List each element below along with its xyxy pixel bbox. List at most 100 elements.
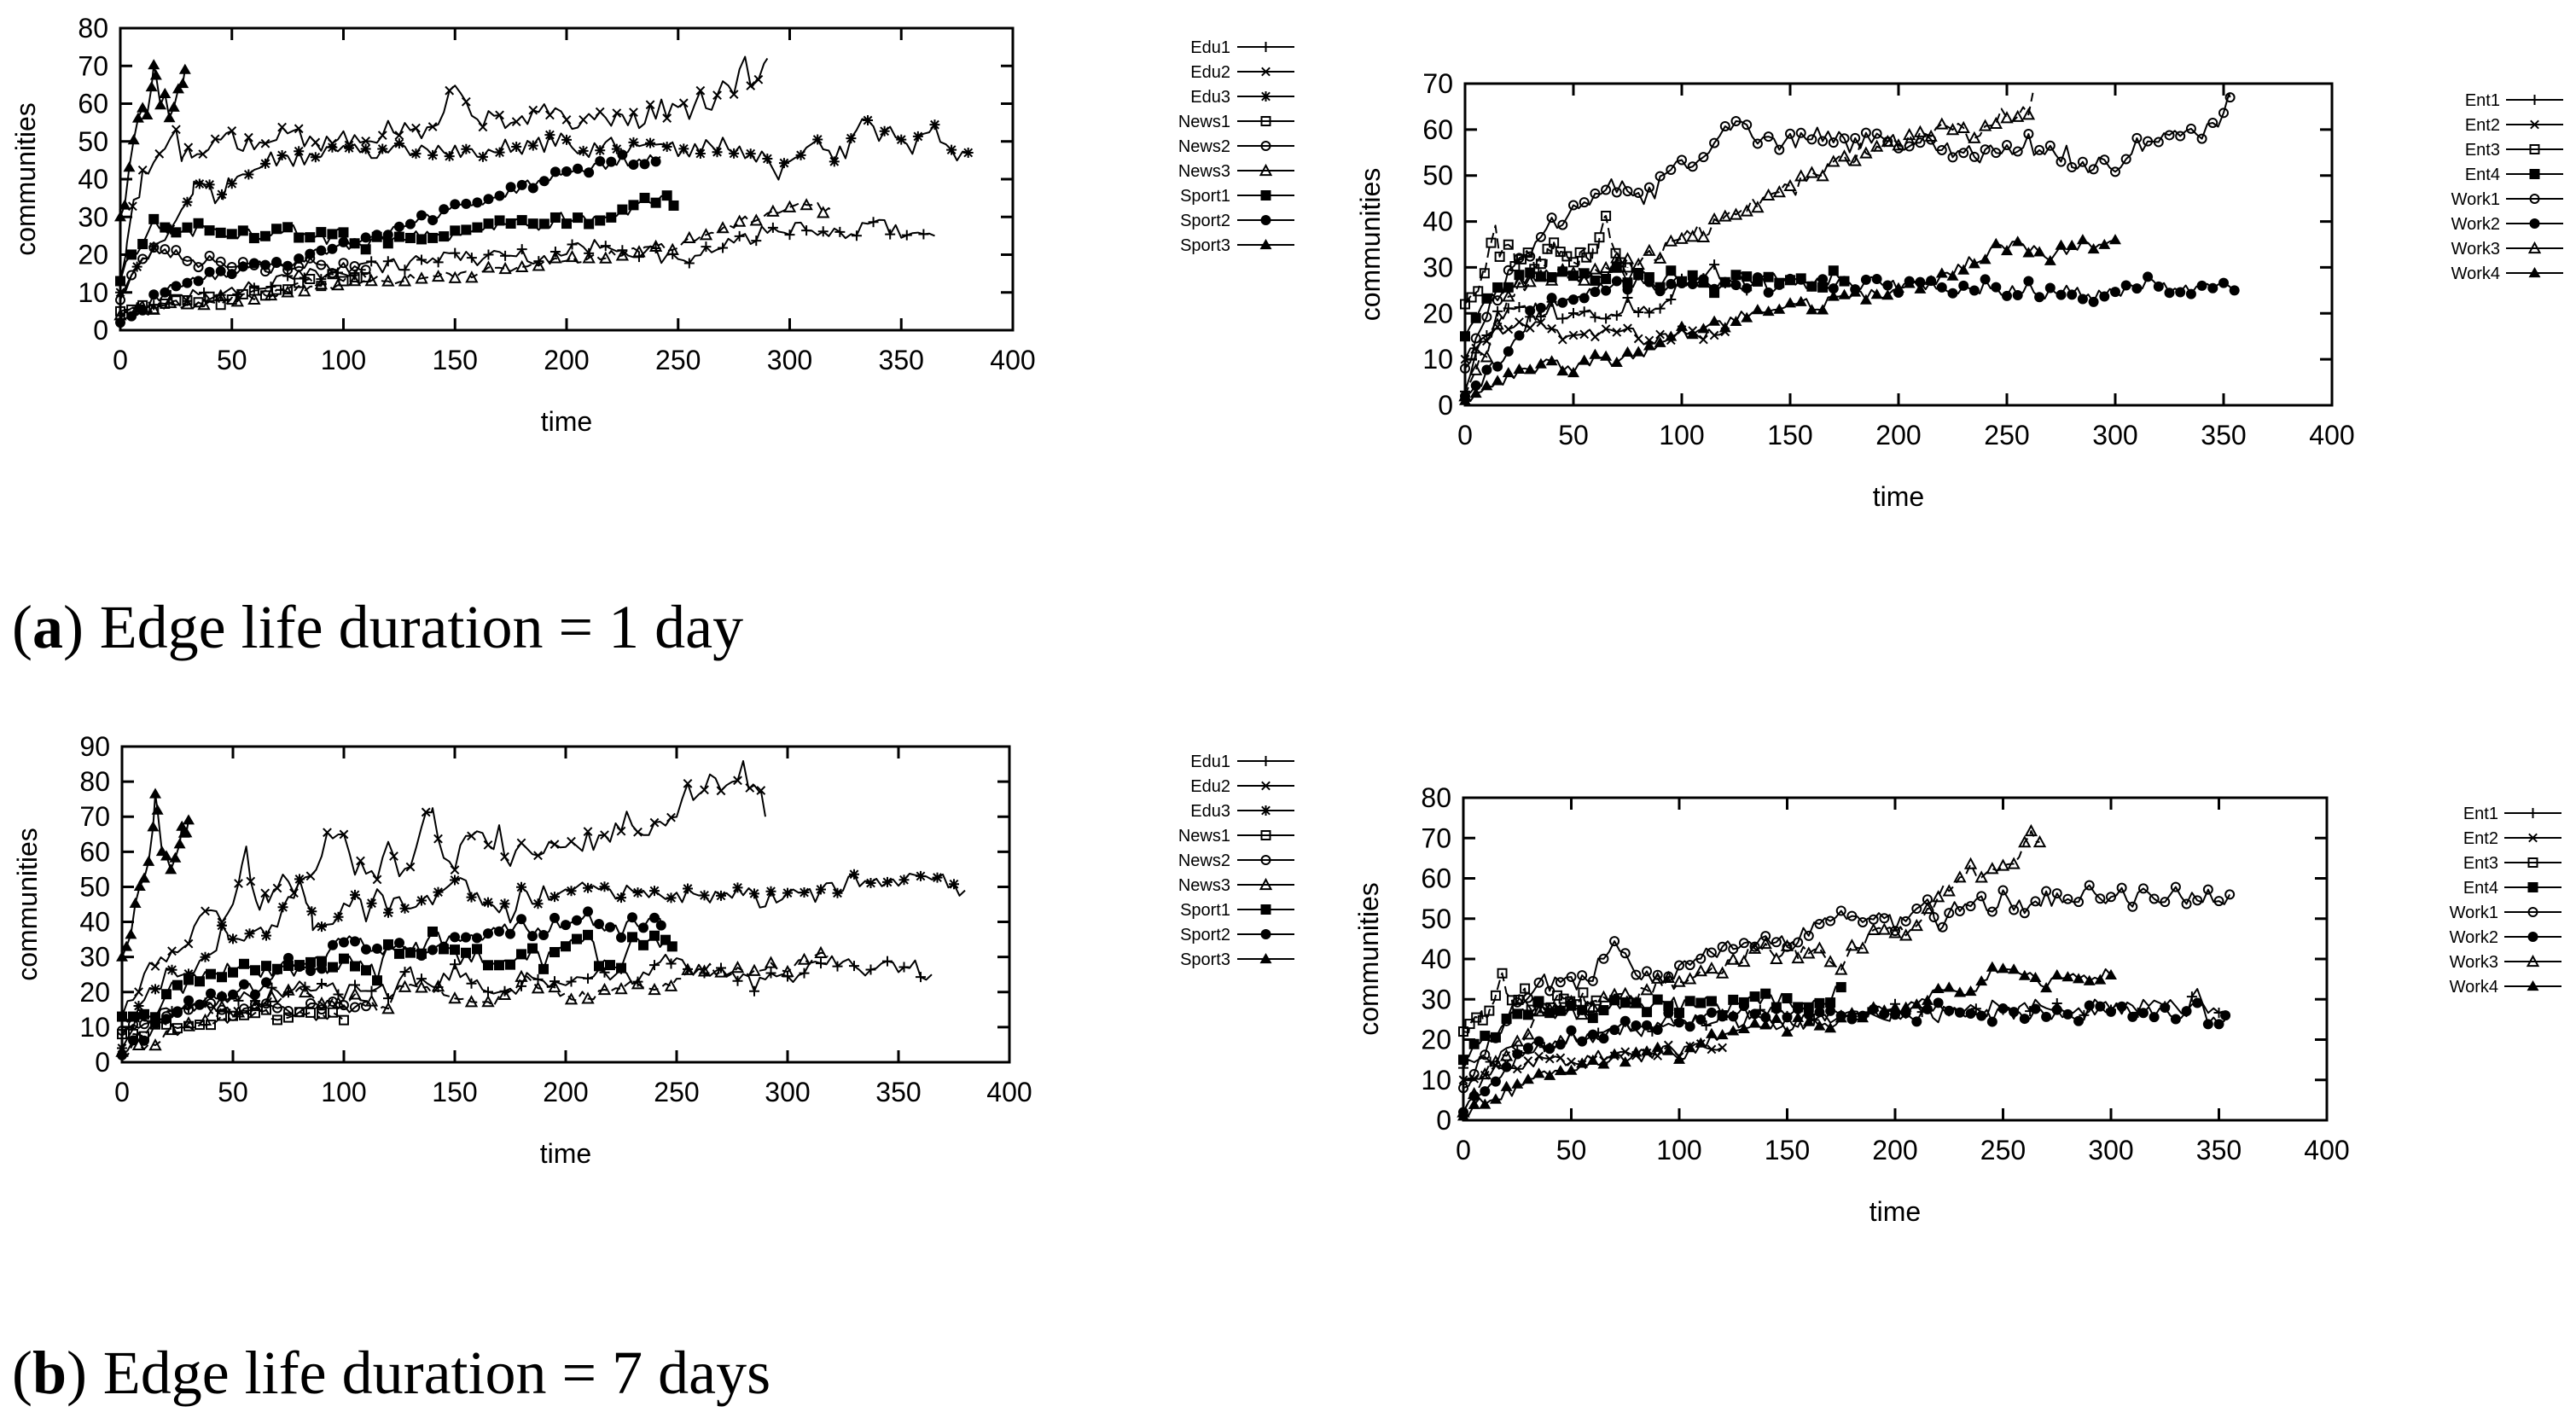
x-tick-label: 300: [767, 345, 812, 375]
legend-label-Sport1: Sport1: [1180, 187, 1230, 206]
x-tick-label: 100: [321, 345, 366, 375]
legend-label-Work4: Work4: [2451, 264, 2500, 283]
y-tick-label: 60: [78, 89, 108, 119]
legend-label-Ent4: Ent4: [2463, 879, 2498, 898]
legend-label-Edu1: Edu1: [1190, 753, 1230, 771]
legend-label-Sport2: Sport2: [1180, 926, 1230, 944]
x-tick-label: 0: [1456, 1135, 1471, 1165]
x-tick-label: 400: [986, 1077, 1032, 1107]
axis-ticks: [1462, 796, 2329, 1122]
x-axis-title: time: [1869, 1196, 1921, 1227]
x-tick-label: 200: [1872, 1135, 1917, 1165]
x-tick-label: 0: [113, 345, 128, 375]
plot-border: [1462, 796, 2329, 1122]
legend-label-Ent4: Ent4: [2465, 166, 2500, 184]
x-tick-label: 50: [218, 1077, 248, 1107]
y-tick-label: 30: [79, 942, 110, 973]
y-tick-label: 50: [1421, 904, 1451, 934]
y-tick-label: 0: [1436, 1105, 1451, 1136]
series-Work1: [1460, 92, 2236, 374]
x-tick-label: 50: [217, 345, 247, 375]
caption-text: Edge life duration = 7 days: [102, 1339, 771, 1407]
y-tick-label: 60: [1421, 863, 1451, 894]
y-tick-label: 20: [1421, 1025, 1451, 1055]
x-axis-title: time: [541, 406, 592, 437]
y-tick-label: 0: [1438, 390, 1453, 421]
series-Edu2: [115, 55, 769, 286]
legend-label-News2: News2: [1178, 851, 1230, 870]
y-tick-label: 40: [79, 907, 110, 938]
legend-label-Edu3: Edu3: [1190, 802, 1230, 821]
legend-label-Work1: Work1: [2450, 904, 2498, 922]
legend-label-Edu2: Edu2: [1190, 777, 1230, 796]
tick-labels: 0 50 100 150 200 250 300 350 400 0 10 20 30 40 50 60 70 8…: [78, 13, 1035, 375]
x-tick-label: 150: [1765, 1135, 1810, 1165]
x-tick-label: 200: [1875, 420, 1921, 450]
y-tick-label: 60: [1422, 114, 1453, 145]
y-tick-label: 80: [78, 13, 108, 44]
legend-label-Ent2: Ent2: [2465, 116, 2500, 135]
y-tick-label: 30: [1422, 252, 1453, 282]
y-tick-label: 70: [78, 50, 108, 81]
y-tick-label: 50: [1422, 160, 1453, 191]
y-tick-label: 0: [95, 1047, 110, 1078]
x-tick-label: 300: [765, 1077, 810, 1107]
series-Sport3: [116, 787, 195, 962]
series-Sport2: [117, 906, 666, 1061]
x-axis-title: time: [1873, 481, 1924, 512]
y-tick-label: 40: [1422, 206, 1453, 237]
series-Work2: [1458, 997, 2231, 1118]
legend-label-Work2: Work2: [2450, 928, 2498, 947]
legend-label-Work2: Work2: [2451, 215, 2500, 234]
legend: Edu1 Edu2 Edu3 News1 News2 News3 Sport1 Sport2 S…: [1178, 38, 1294, 255]
x-tick-label: 150: [1767, 420, 1812, 450]
series-Sport2: [115, 149, 661, 328]
y-tick-label: 10: [79, 1012, 110, 1043]
chart-edge-life-7days-ent-work: 0 50 100 150 200 250 300 350 400 0 10 20 30 40 50 60 70 8…: [1353, 782, 2561, 1227]
series-Work4: [1457, 961, 2117, 1121]
legend-label-News3: News3: [1178, 162, 1230, 181]
legend-label-Edu3: Edu3: [1190, 88, 1230, 107]
legend-label-Sport2: Sport2: [1180, 212, 1230, 230]
legend: Ent1 Ent2 Ent3 Ent4 Work1 Work2 Work3 Work4: [2451, 91, 2563, 283]
x-tick-label: 200: [543, 1077, 588, 1107]
axis-ticks: [120, 745, 1011, 1064]
legend-label-News1: News1: [1178, 827, 1230, 846]
x-tick-label: 100: [321, 1077, 366, 1107]
y-tick-label: 40: [1421, 944, 1451, 974]
series-Edu3: [115, 115, 974, 298]
legend-label-Sport1: Sport1: [1180, 901, 1230, 920]
legend-label-Edu2: Edu2: [1190, 63, 1230, 82]
x-tick-label: 0: [114, 1077, 130, 1107]
x-tick-label: 300: [2092, 420, 2137, 450]
y-tick-label: 20: [79, 977, 110, 1008]
y-tick-label: 10: [1422, 344, 1453, 375]
y-tick-label: 50: [79, 871, 110, 902]
x-tick-label: 50: [1558, 420, 1589, 450]
x-tick-label: 250: [1980, 1135, 2026, 1165]
legend-label-News1: News1: [1178, 113, 1230, 131]
legend-label-Ent1: Ent1: [2463, 805, 2498, 823]
y-tick-label: 70: [1421, 822, 1451, 853]
series-Sport3: [114, 59, 191, 222]
legend-label-Sport3: Sport3: [1180, 236, 1230, 255]
caption-letter: a: [32, 593, 63, 661]
y-tick-label: 0: [93, 315, 108, 346]
legend-label-Ent3: Ent3: [2463, 854, 2498, 873]
legend-label-News2: News2: [1178, 137, 1230, 156]
y-axis-title: communities: [1355, 168, 1386, 322]
y-tick-label: 20: [78, 240, 108, 270]
series-Work1: [1458, 880, 2236, 1094]
y-tick-label: 80: [1421, 782, 1451, 813]
series-Work4: [1459, 234, 2121, 405]
x-tick-label: 200: [544, 345, 589, 375]
x-axis-title: time: [540, 1138, 591, 1169]
x-tick-label: 250: [654, 1077, 699, 1107]
y-tick-label: 80: [79, 766, 110, 797]
x-tick-label: 50: [1556, 1135, 1587, 1165]
plot-border: [120, 745, 1011, 1064]
x-tick-label: 250: [655, 345, 701, 375]
y-tick-label: 50: [78, 126, 108, 157]
y-axis-title: communities: [1353, 882, 1384, 1036]
